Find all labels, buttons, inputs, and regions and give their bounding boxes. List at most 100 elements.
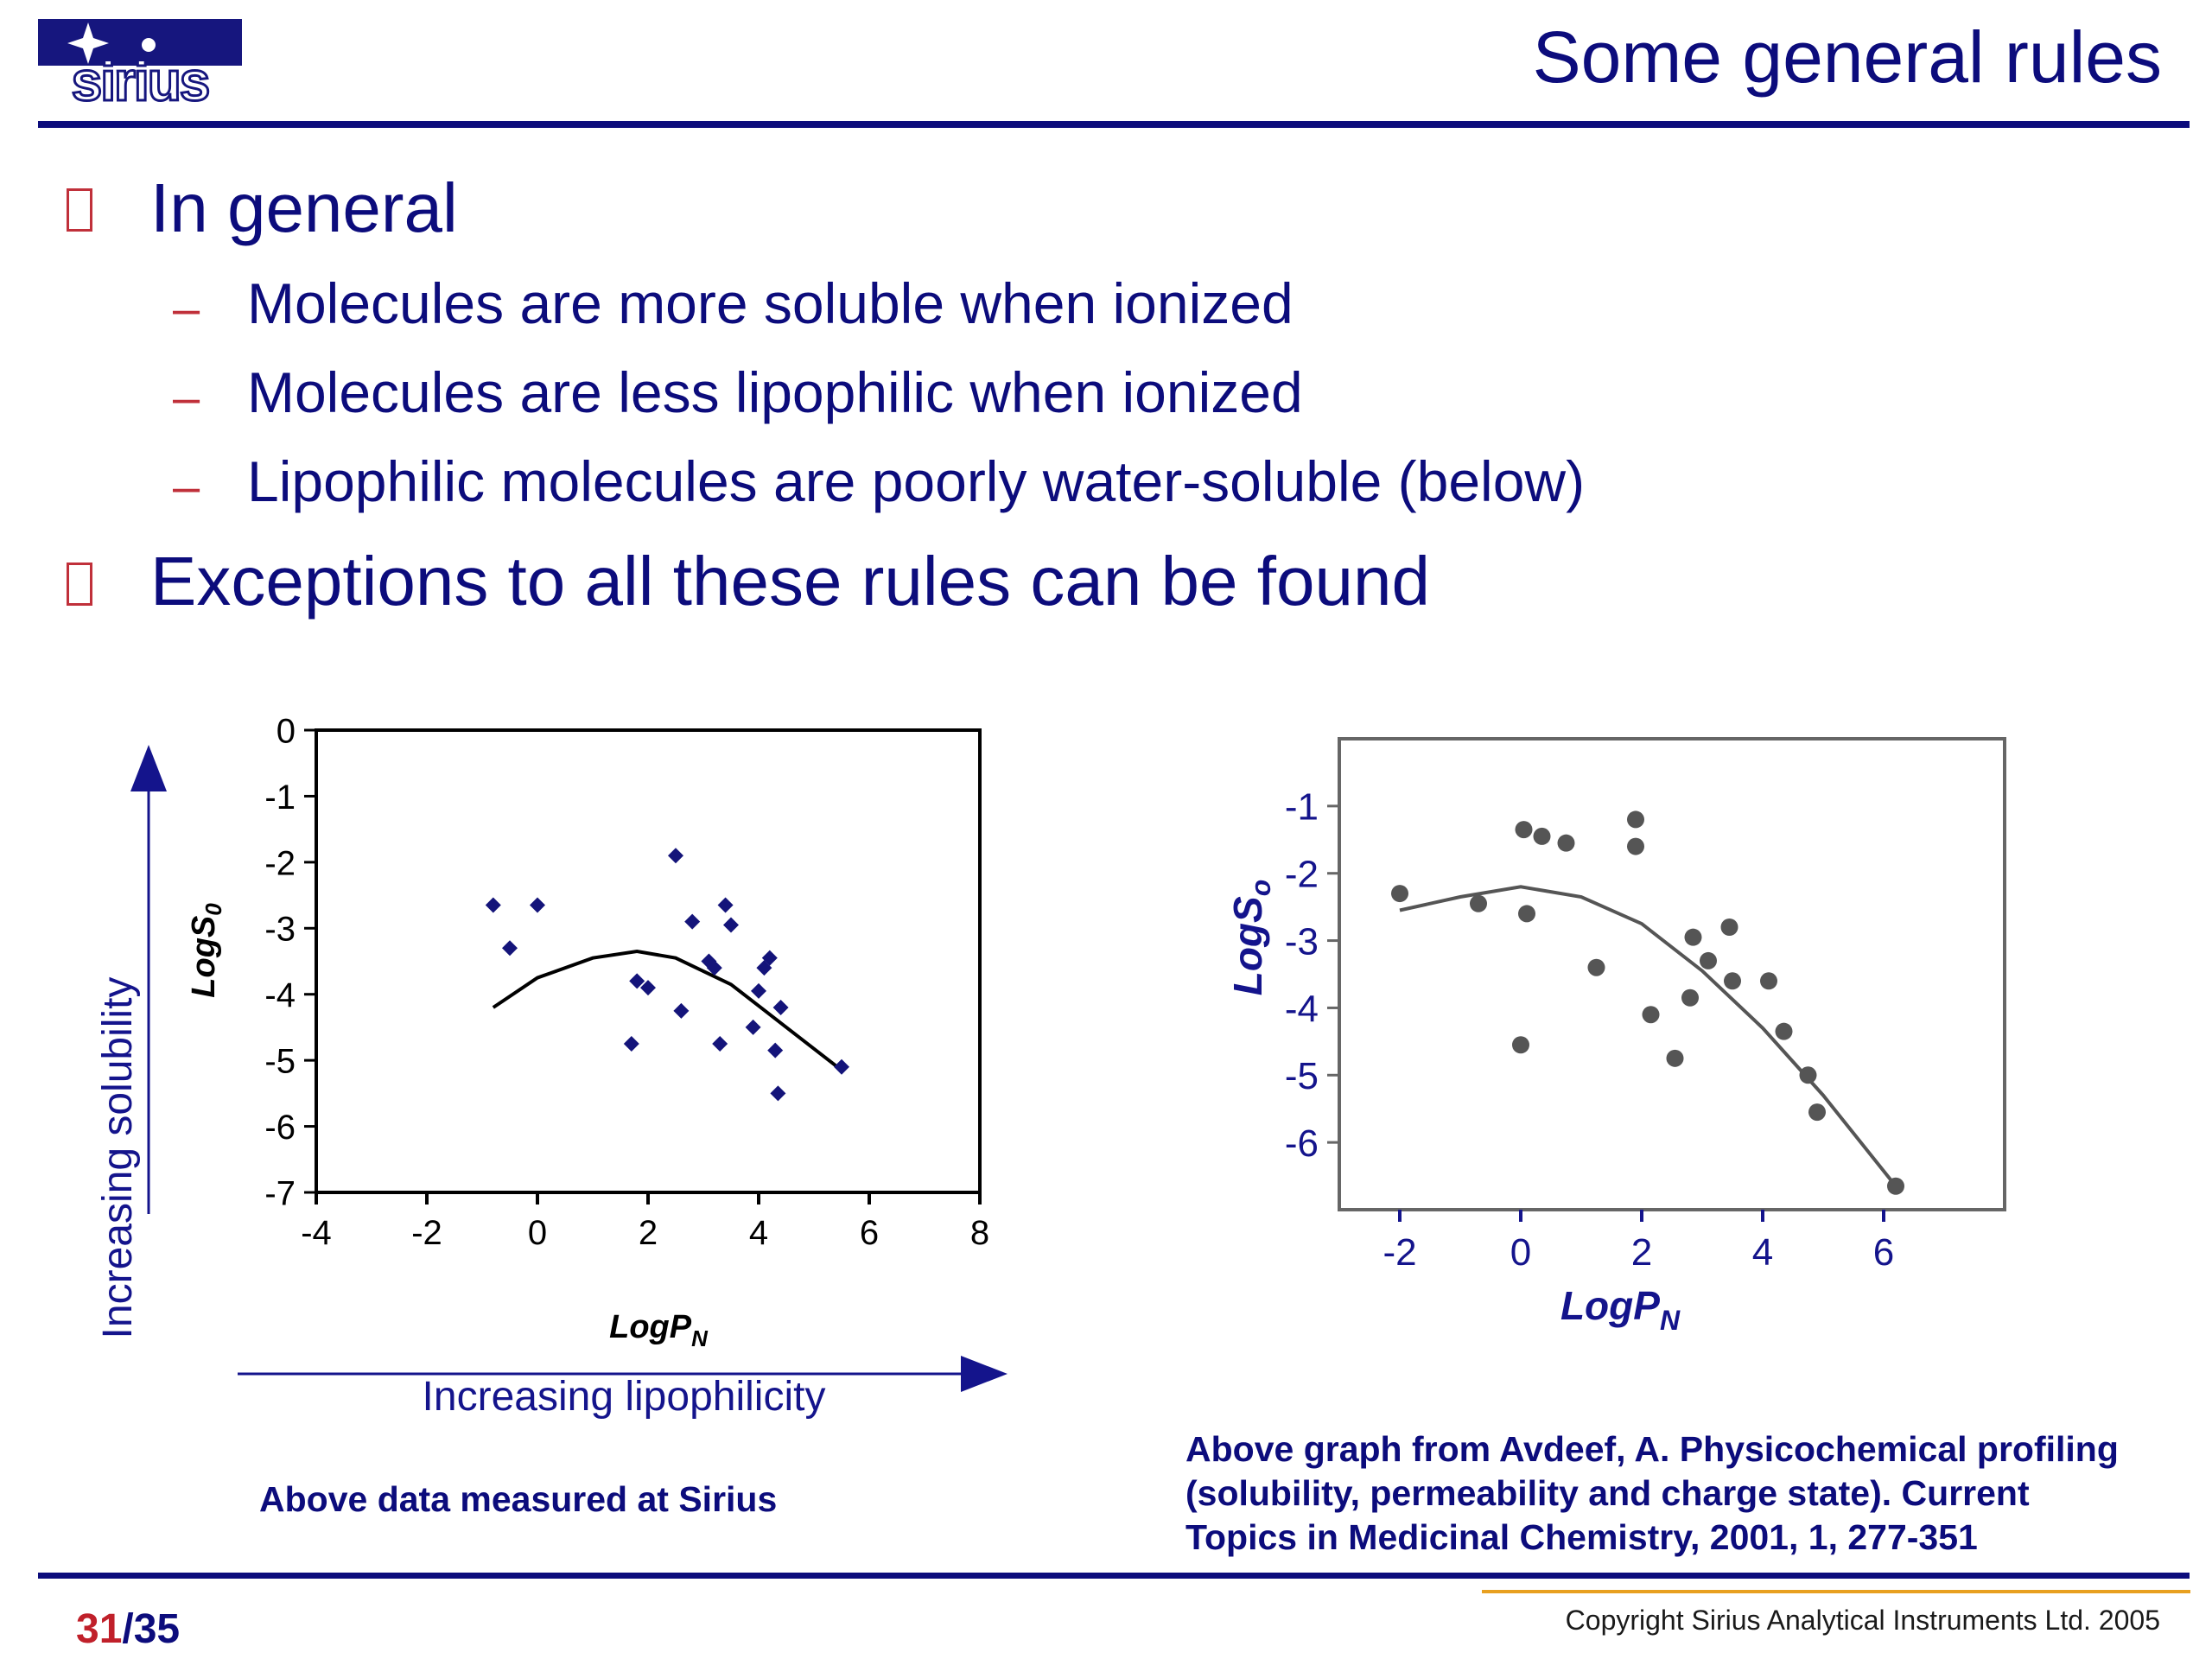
data-point [770, 1085, 786, 1102]
left-y-axis-label: LogS0 [186, 903, 226, 998]
y-tick-label: -2 [264, 844, 296, 882]
data-point [1720, 918, 1738, 936]
data-point [1700, 951, 1717, 969]
page-number: 31/35 [76, 1605, 180, 1653]
x-tick-label: 0 [528, 1214, 547, 1252]
x-tick-label: 4 [749, 1214, 768, 1252]
data-point [1512, 1036, 1529, 1054]
data-point [1684, 928, 1702, 946]
x-tick-label: -2 [411, 1214, 442, 1252]
x-tick-label: -4 [301, 1214, 332, 1252]
data-point [834, 1058, 849, 1075]
right-chart: -1 -2 -3 -4 -5 -6 -2 0 2 4 6 LogSo LogPN [1225, 737, 2006, 1336]
footer-divider [38, 1573, 2190, 1579]
x-tick-label: 2 [639, 1214, 658, 1252]
data-point [1775, 1022, 1793, 1040]
data-point [717, 897, 734, 913]
data-point [1724, 972, 1741, 990]
data-point [668, 848, 683, 864]
data-point [761, 950, 778, 966]
y-tick-label: -3 [1285, 920, 1319, 963]
left-x-axis-label: LogPN [609, 1309, 709, 1351]
plot-frame [315, 728, 982, 1194]
page-current: 31 [76, 1606, 123, 1652]
data-point [1666, 1049, 1684, 1067]
data-point [530, 897, 545, 913]
x-tick-label: -2 [1382, 1231, 1416, 1274]
data-point [1515, 821, 1533, 839]
data-point [623, 1036, 639, 1052]
data-point [712, 1036, 728, 1052]
data-point [767, 1042, 784, 1058]
increasing-solubility-label: Increasing solubility [95, 977, 141, 1339]
data-point [629, 973, 645, 989]
increasing-lipophilicity-label: Increasing lipophilicity [423, 1374, 826, 1420]
y-tick-label: -4 [1285, 988, 1319, 1030]
data-point [745, 1019, 761, 1035]
data-point [1557, 834, 1575, 852]
y-tick-label: -6 [1285, 1122, 1319, 1165]
bullet-marker [67, 563, 92, 606]
data-point [1760, 972, 1777, 990]
left-chart: 0-1-2-3-4-5-6-7-4 -2 0 2 4 6 8 Increasing solu… [95, 712, 1007, 1420]
sub-bullet-ionized-lipophilic: Molecules are less lipophilic when ioniz… [247, 360, 1303, 424]
right-y-axis-label: LogSo [1225, 880, 1276, 996]
footer-accent-line [1482, 1590, 2190, 1593]
data-point [1533, 827, 1551, 845]
page-total: 35 [133, 1606, 181, 1652]
data-point [1799, 1066, 1817, 1084]
citation-line: (solubility, permeability and charge sta… [1185, 1473, 2030, 1513]
y-tick-label: 0 [276, 712, 296, 750]
bullet-in-general: In general [150, 169, 458, 246]
sub-bullet-dash: – [173, 459, 200, 513]
data-point [673, 1002, 690, 1019]
bullet-marker [67, 188, 92, 232]
data-point [723, 917, 739, 933]
left-caption: Above data measured at Sirius [259, 1479, 778, 1519]
y-tick-label: -7 [264, 1174, 296, 1212]
data-point [640, 980, 656, 996]
citation-line: Topics in Medicinal Chemistry, 2001, 1, … [1185, 1517, 1978, 1557]
right-x-axis-label: LogPN [1560, 1283, 1681, 1336]
citation-line: Above graph from Avdeef, A. Physicochemi… [1185, 1429, 2119, 1469]
plot-frame [1338, 737, 2006, 1211]
sirius-logo: sirius [38, 19, 242, 105]
y-tick-label: -5 [1285, 1055, 1319, 1097]
data-point [684, 913, 701, 930]
sub-bullet-dash: – [173, 370, 200, 424]
trend-curve [492, 949, 843, 1072]
data-point [502, 940, 518, 957]
x-tick-label: 6 [860, 1214, 879, 1252]
header-divider [38, 121, 2190, 128]
data-point [1642, 1006, 1660, 1024]
data-point [1627, 837, 1644, 855]
x-tick-label: 6 [1873, 1231, 1894, 1274]
data-point [1391, 885, 1408, 903]
y-tick-label: -1 [264, 779, 296, 817]
slide-title: Some general rules [1532, 16, 2162, 98]
data-point [1518, 905, 1535, 923]
data-point [1587, 958, 1605, 976]
data-point [706, 960, 722, 976]
bullet-exceptions: Exceptions to all these rules can be fou… [150, 543, 1430, 620]
x-tick-label: 2 [1631, 1231, 1652, 1274]
logo-text: sirius [72, 50, 209, 105]
data-point [756, 960, 772, 976]
y-tick-label: -2 [1285, 854, 1319, 896]
data-point [772, 1000, 789, 1015]
sub-bullet-ionized-soluble: Molecules are more soluble when ionized [247, 271, 1294, 335]
x-tick-label: 4 [1752, 1231, 1773, 1274]
data-point [1470, 894, 1487, 912]
sub-bullet-dash: – [173, 281, 200, 335]
page-separator: / [122, 1606, 134, 1652]
y-tick-label: -3 [264, 911, 296, 949]
x-tick-label: 8 [970, 1214, 989, 1252]
y-tick-label: -5 [264, 1043, 296, 1081]
y-tick-label: -6 [264, 1109, 296, 1147]
sub-bullet-lipophilic-poorly-soluble: Lipophilic molecules are poorly water-so… [247, 449, 1586, 513]
data-point [1808, 1103, 1826, 1122]
data-point [1681, 988, 1699, 1007]
data-point [485, 897, 501, 913]
y-tick-label: -1 [1285, 786, 1319, 829]
x-tick-label: 0 [1510, 1231, 1531, 1274]
